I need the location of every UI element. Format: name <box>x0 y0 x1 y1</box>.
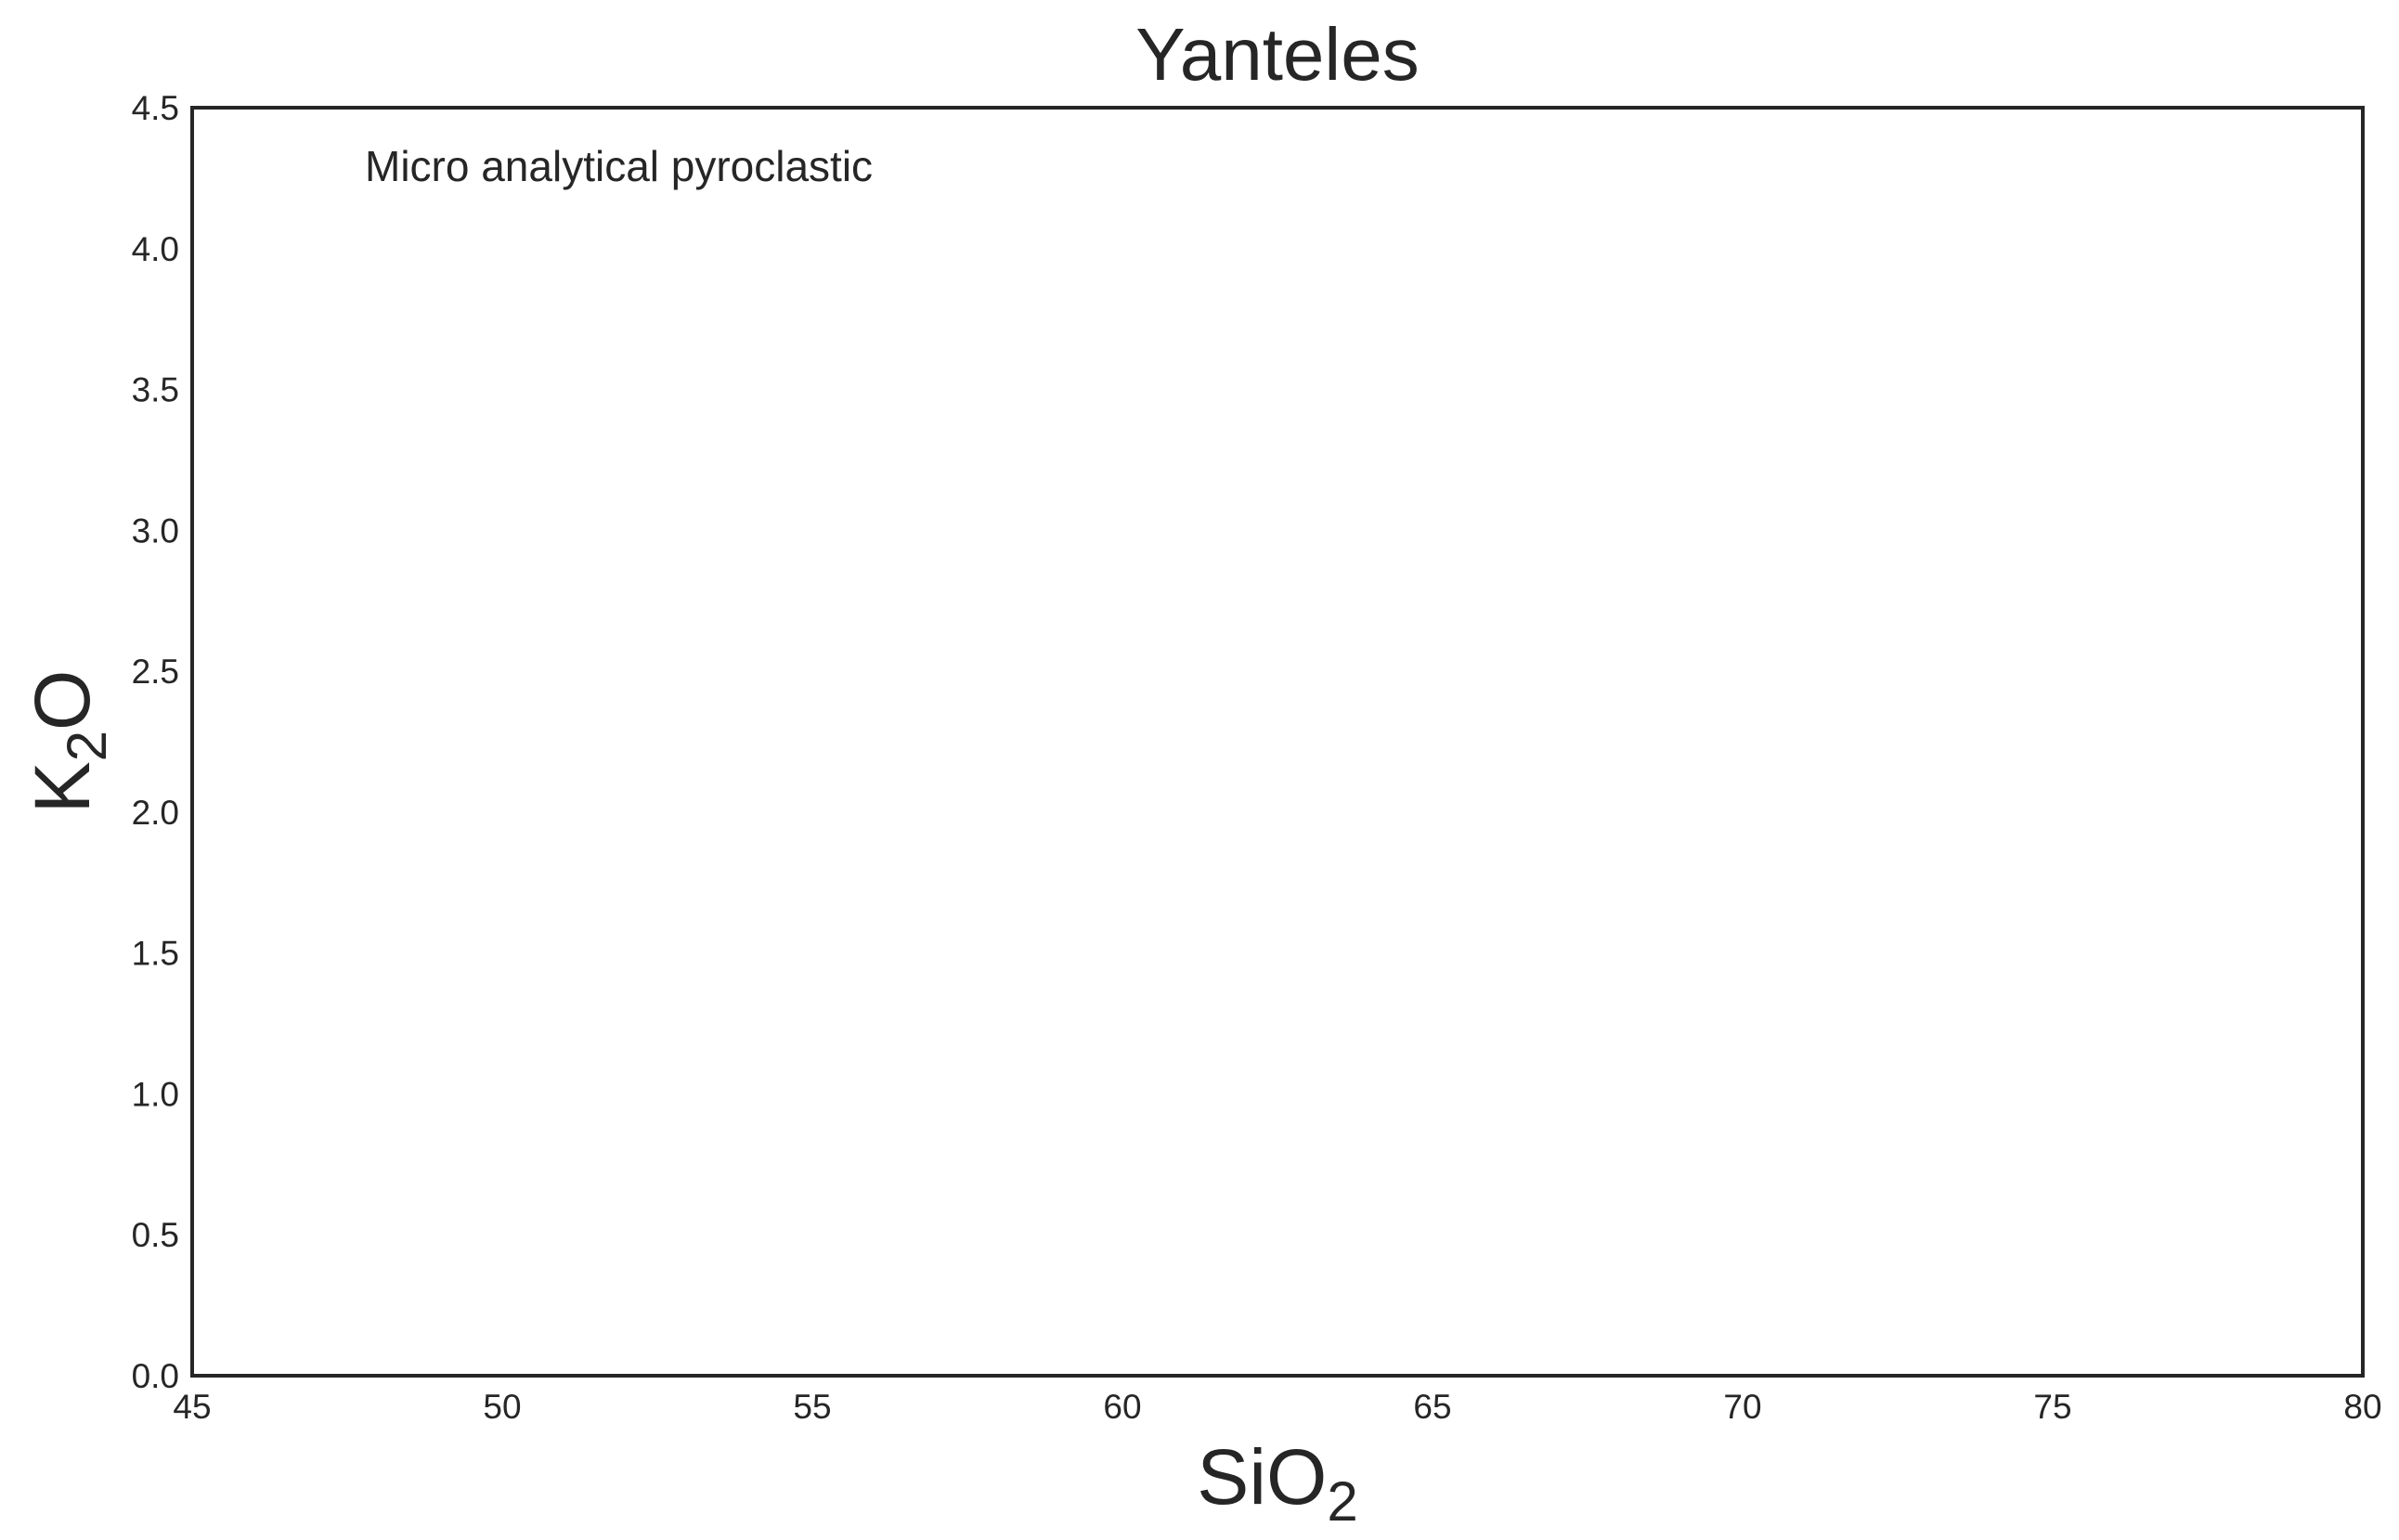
y-tick-label: 3.5 <box>132 371 179 409</box>
y-tick-label: 3.0 <box>132 511 179 550</box>
y-tick-label: 4.5 <box>132 89 179 127</box>
y-tick-label: 1.5 <box>132 935 179 973</box>
y-tick-label: 2.0 <box>132 794 179 832</box>
x-tick-label: 80 <box>2343 1388 2381 1426</box>
y-tick-label: 0.5 <box>132 1216 179 1254</box>
x-tick-label: 65 <box>1413 1388 1451 1426</box>
plot-area-frame <box>190 106 2365 1378</box>
x-axis-ticks: 45 50 55 60 65 70 75 80 <box>173 1388 2381 1426</box>
y-tick-label: 4.0 <box>132 230 179 268</box>
y-axis-ticks: 0.0 0.5 1.0 1.5 2.0 2.5 3.0 3.5 4.0 4.5 <box>132 89 179 1395</box>
y-tick-label: 1.0 <box>132 1075 179 1113</box>
x-tick-label: 50 <box>483 1388 521 1426</box>
x-axis-label-base: SiO <box>1197 1433 1327 1521</box>
y-tick-label: 2.5 <box>132 653 179 691</box>
chart-annotation: Micro analytical pyroclastic <box>365 142 873 190</box>
x-tick-label: 70 <box>1723 1388 1761 1426</box>
y-axis-label: K2O <box>19 670 118 814</box>
x-axis-label-subscript: 2 <box>1327 1470 1357 1533</box>
x-tick-label: 75 <box>2033 1388 2071 1426</box>
x-axis-label: SiO2 <box>1197 1433 1357 1533</box>
chart-title: Yanteles <box>1135 13 1419 96</box>
y-axis-label-subscript: 2 <box>56 731 118 761</box>
x-tick-label: 60 <box>1103 1388 1141 1426</box>
x-tick-label: 45 <box>173 1388 211 1426</box>
y-axis-label-base: K <box>19 761 106 813</box>
y-axis-label-suffix: O <box>19 670 106 731</box>
y-tick-label: 0.0 <box>132 1357 179 1395</box>
x-tick-label: 55 <box>793 1388 831 1426</box>
